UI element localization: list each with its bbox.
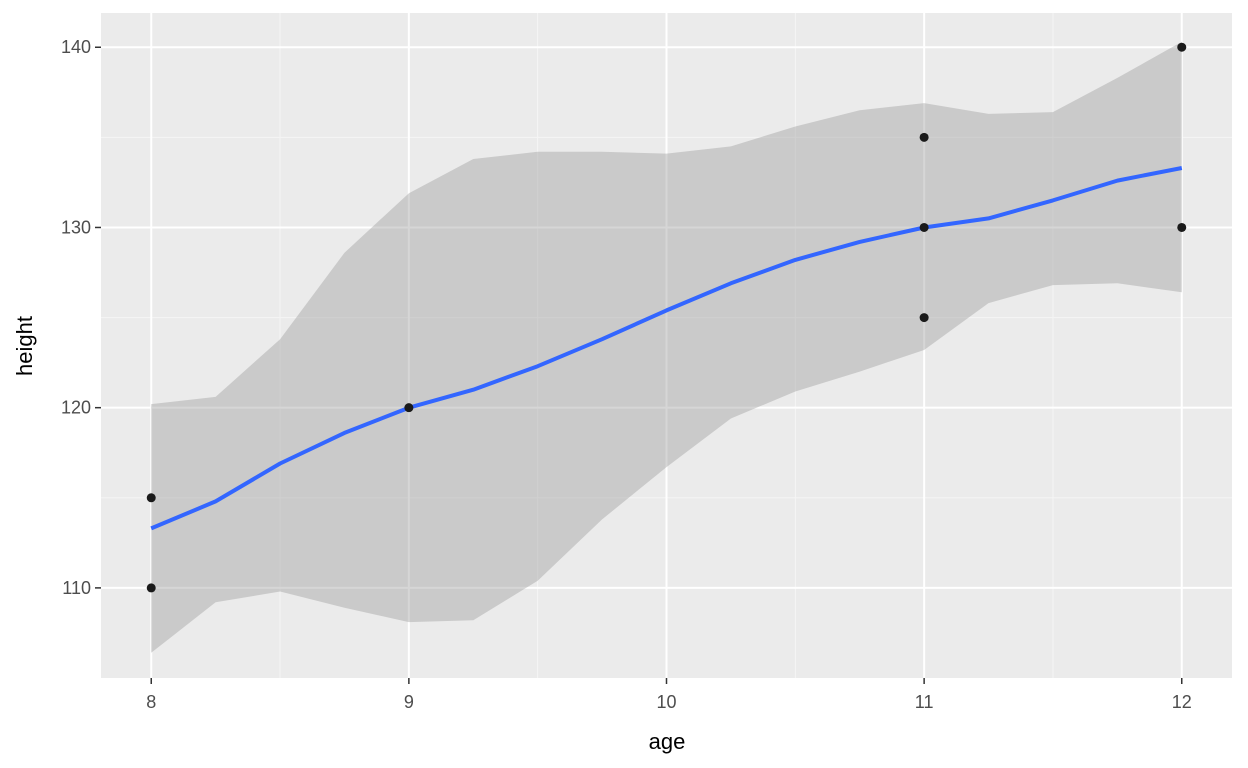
x-tick-label: 10 [656, 692, 676, 712]
confidence-band [151, 41, 1182, 653]
data-point [146, 583, 156, 593]
x-tick-label: 8 [146, 692, 156, 712]
data-point [1177, 42, 1187, 52]
x-tick-label: 11 [915, 692, 934, 712]
data-point [404, 403, 414, 413]
y-axis-ticks: 110 120 130 140 [61, 37, 101, 598]
x-axis-title: age [649, 729, 686, 754]
y-axis-title: height [12, 316, 37, 376]
data-point [146, 493, 156, 503]
data-point [919, 222, 929, 232]
data-points [146, 42, 1187, 593]
y-tick-label: 140 [61, 37, 91, 57]
data-point [1177, 222, 1187, 232]
x-tick-label: 12 [1172, 692, 1192, 712]
x-axis-ticks: 8 9 10 11 12 [146, 678, 1192, 712]
data-point [919, 132, 929, 142]
data-point [919, 313, 929, 323]
x-tick-label: 9 [404, 692, 414, 712]
major-gridlines [101, 13, 1232, 678]
smooth-trend-line [150, 166, 1183, 531]
y-tick-label: 120 [61, 398, 91, 418]
y-tick-label: 130 [61, 217, 91, 237]
y-tick-label: 110 [62, 578, 91, 598]
